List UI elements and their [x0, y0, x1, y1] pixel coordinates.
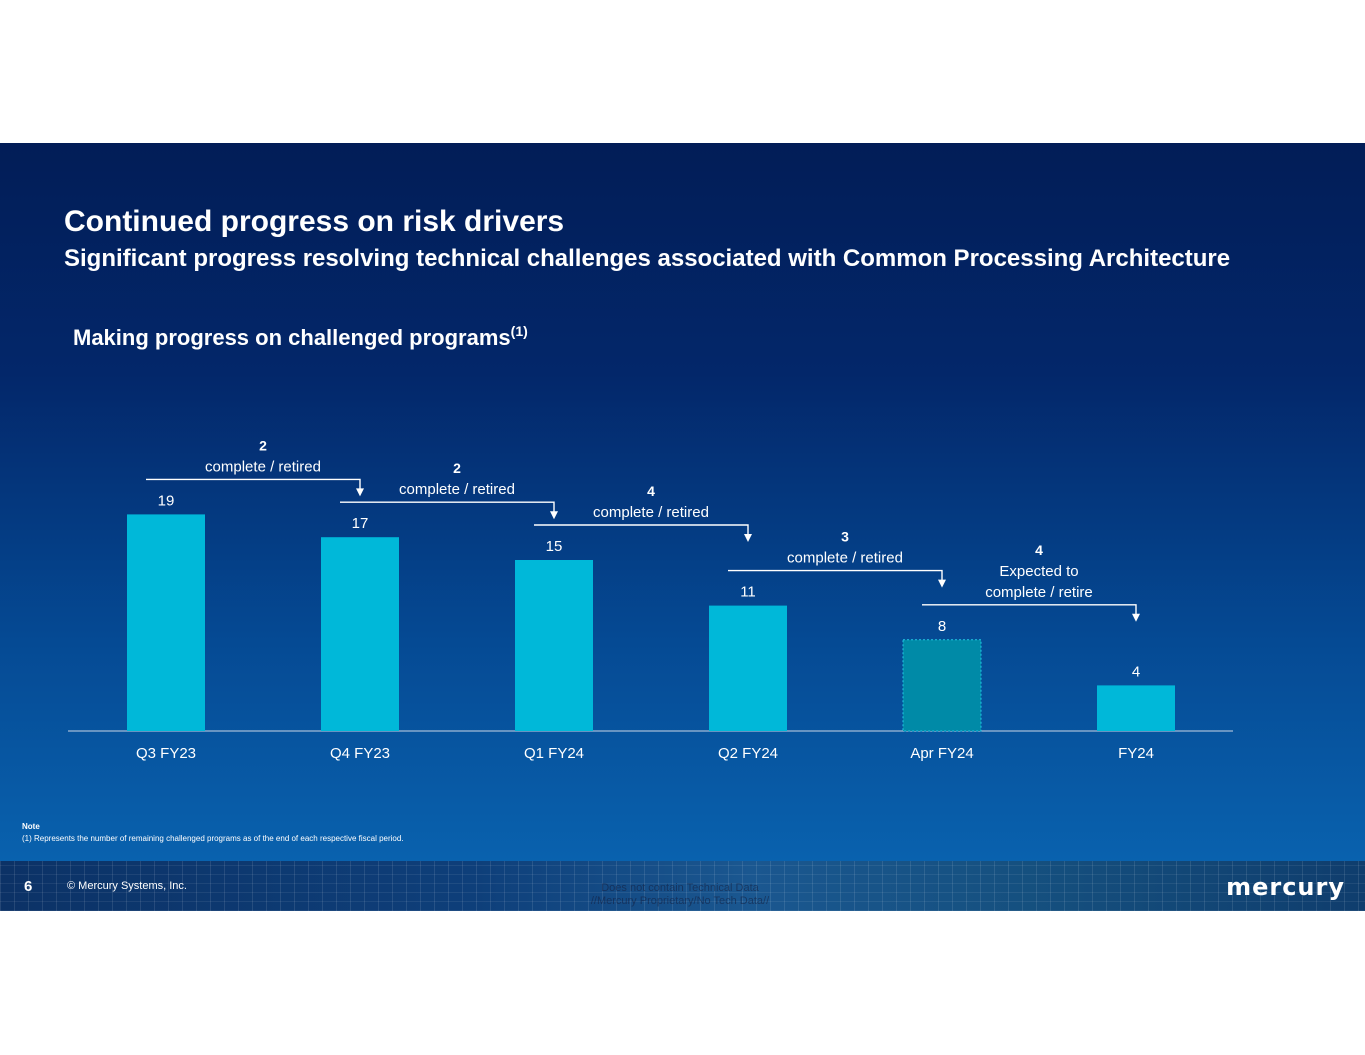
arrow-head-1 [550, 511, 558, 520]
disclaimer-line-1: Does not contain Technical Data [601, 882, 759, 894]
copyright: © Mercury Systems, Inc. [67, 880, 187, 892]
bar-3 [709, 605, 787, 731]
page-title: Continued progress on risk drivers [64, 205, 565, 238]
annotation-text-1-0: complete / retired [399, 481, 515, 498]
arrow-line-4 [922, 604, 1137, 615]
mercury-logo: mercury [1226, 873, 1345, 901]
arrow-line-0 [146, 478, 361, 490]
tick-label-3: Q2 FY24 [718, 745, 778, 762]
annotation-count-4: 4 [1035, 542, 1043, 558]
page-number: 6 [24, 878, 33, 895]
annotation-text-4-0: Expected to [999, 563, 1078, 580]
annotation-text-4-1: complete / retire [985, 584, 1093, 601]
data-label-5: 4 [1132, 663, 1140, 680]
data-label-1: 17 [352, 515, 369, 532]
section-title-text: Making progress on challenged programs [73, 325, 511, 350]
footer-bar: 6 © Mercury Systems, Inc. Does not conta… [0, 861, 1365, 911]
bar-4 [902, 639, 982, 732]
arrow-line-1 [340, 501, 555, 513]
bar-chart: 19 Q3 FY23 17 Q4 FY23 15 Q1 FY24 11 Q2 FY24 8 Apr… [68, 437, 1233, 762]
annotation-text-3-0: complete / retired [787, 550, 903, 567]
footer-circuit-pattern [0, 861, 1365, 911]
tick-label-2: Q1 FY24 [524, 745, 584, 762]
bar-0 [127, 514, 205, 731]
annotation-text-0-0: complete / retired [205, 458, 321, 475]
disclaimer-line-2: //Mercury Proprietary/No Tech Data// [590, 895, 770, 907]
arrow-head-3 [938, 579, 946, 588]
tick-label-0: Q3 FY23 [136, 745, 196, 762]
arrow-line-3 [728, 569, 943, 581]
arrow-line-2 [534, 524, 749, 535]
arrow-head-4 [1132, 613, 1140, 622]
note-text: (1) Represents the number of remaining c… [22, 834, 404, 843]
data-label-0: 19 [158, 492, 175, 509]
annotation-count-1: 2 [453, 460, 461, 476]
arrow-head-2 [744, 534, 752, 542]
annotation-text-2-0: complete / retired [593, 504, 709, 521]
tick-label-1: Q4 FY23 [330, 745, 390, 762]
annotation-count-0: 2 [259, 437, 267, 453]
footnote: Note (1) Represents the number of remain… [22, 821, 404, 845]
arrow-head-0 [356, 488, 364, 497]
data-label-4: 8 [938, 618, 946, 635]
data-label-2: 15 [546, 538, 563, 555]
footnote-ref: (1) [510, 323, 528, 339]
tick-label-5: FY24 [1118, 745, 1154, 762]
slide: Continued progress on risk drivers Signi… [0, 143, 1365, 911]
disclaimer: Does not contain Technical Data //Mercur… [570, 882, 790, 908]
annotation-count-3: 3 [841, 529, 849, 545]
note-label: Note [22, 822, 40, 831]
bar-1 [321, 537, 399, 731]
chart-section-title: Making progress on challenged programs(1… [73, 323, 528, 351]
page-subtitle: Significant progress resolving technical… [64, 245, 1231, 272]
bar-2 [515, 560, 593, 731]
bar-5 [1097, 685, 1175, 731]
annotation-count-2: 4 [647, 483, 655, 499]
data-label-3: 11 [740, 584, 756, 601]
tick-label-4: Apr FY24 [910, 745, 973, 762]
